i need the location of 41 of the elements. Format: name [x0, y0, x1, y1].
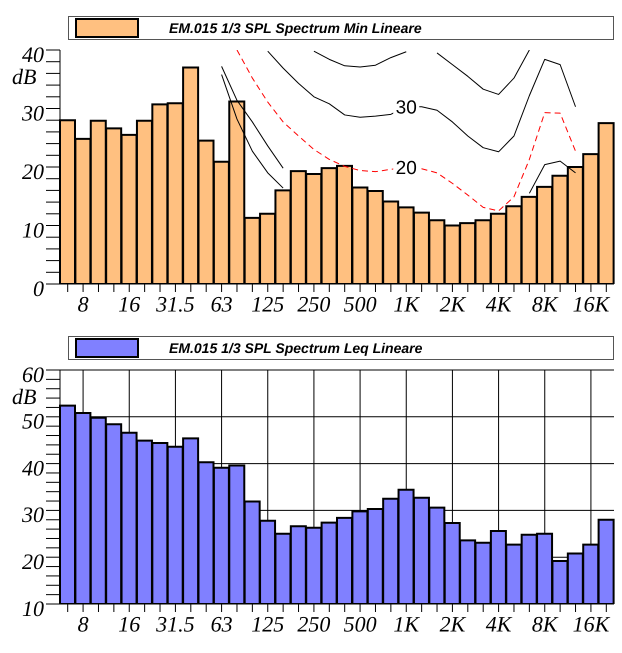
x-tick-label: 16K — [572, 292, 611, 317]
x-tick-label: 63 — [210, 292, 233, 317]
y-tick-label: 10 — [22, 217, 44, 242]
y-tick-label: 40 — [22, 455, 44, 480]
y-tick-label: 20 — [22, 158, 44, 184]
x-tick-label: 8K — [532, 612, 559, 637]
legend-label: EM.015 1/3 SPL Spectrum Leq Lineare — [169, 340, 422, 356]
x-tick-label: 16 — [118, 292, 140, 317]
annotation: 30 — [396, 98, 417, 119]
y-tick-label: 10 — [22, 596, 44, 621]
x-tick-label: 500 — [344, 292, 377, 317]
x-tick-label: 8 — [78, 292, 89, 317]
legend-label: EM.015 1/3 SPL Spectrum Min Lineare — [169, 20, 422, 36]
x-tick-label: 31.5 — [155, 292, 195, 317]
annotation: 20 — [396, 158, 417, 179]
y-tick-label: 30 — [21, 100, 44, 126]
x-tick-label: 16 — [118, 612, 140, 637]
x-tick-label: 1K — [393, 612, 420, 637]
x-tick-label: 2K — [440, 612, 467, 637]
x-tick-label: 8K — [532, 292, 559, 317]
x-tick-label: 250 — [297, 612, 330, 637]
x-tick-label: 4K — [486, 292, 513, 317]
x-tick-label: 125 — [251, 612, 284, 637]
x-tick-label: 63 — [210, 612, 233, 637]
y-tick-label: 50 — [22, 408, 44, 434]
y-tick-label: 40 — [22, 42, 44, 67]
x-tick-label: 2K — [440, 292, 467, 317]
x-tick-label: 4K — [486, 612, 513, 637]
x-tick-label: 16K — [572, 612, 611, 637]
y-tick-label: 60 — [22, 362, 44, 387]
y-tick-label: 30 — [21, 502, 44, 528]
x-tick-label: 8 — [78, 612, 89, 637]
x-tick-label: 500 — [344, 612, 377, 637]
x-tick-label: 125 — [251, 292, 284, 317]
x-tick-label: 31.5 — [155, 612, 195, 637]
y-axis-title: dB — [12, 64, 36, 89]
x-tick-label: 1K — [393, 292, 420, 317]
y-axis-title: dB — [12, 384, 36, 409]
x-tick-label: 250 — [297, 292, 330, 317]
y-tick-label: 20 — [22, 549, 44, 574]
y-tick-label: 0 — [33, 276, 44, 301]
